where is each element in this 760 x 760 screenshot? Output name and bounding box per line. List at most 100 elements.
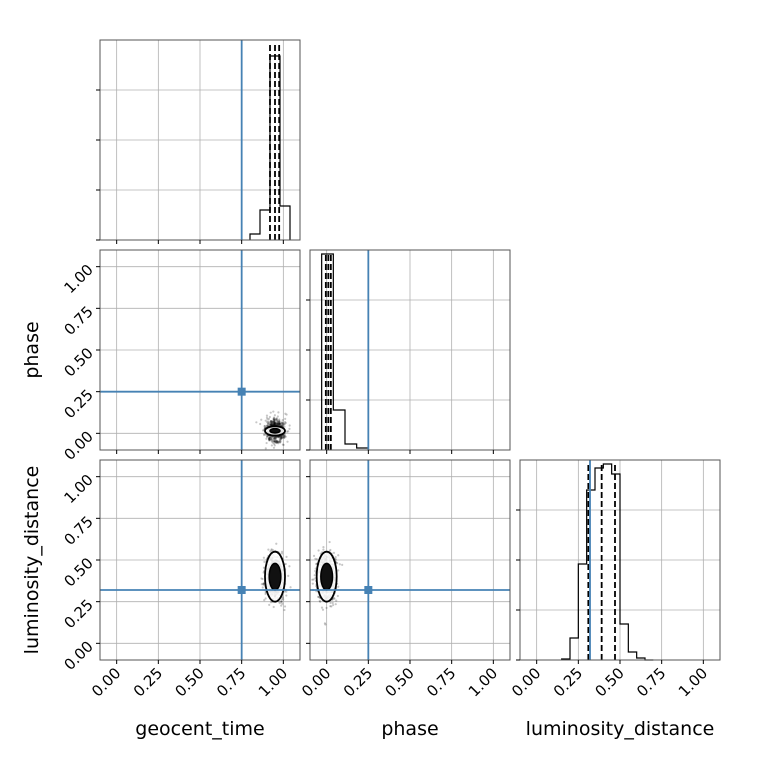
scatter-point [272,446,276,449]
scatter-point [280,604,283,607]
scatter-point [312,578,315,581]
histogram-step [249,55,291,240]
scatter-point [276,440,279,443]
scatter-point [278,439,281,442]
scatter-point [314,569,317,573]
scatter-point [332,596,335,600]
scatter-point [262,566,266,569]
scatter-point [274,438,277,442]
scatter-point [272,416,276,419]
scatter-point [325,606,328,610]
scatter-point [274,418,278,421]
scatter-point [273,421,277,425]
scatter-point [287,574,290,577]
scatter-point [266,422,270,426]
x-tick-label: 0.75 [423,664,459,700]
scatter-point [263,433,266,436]
scatter-point [279,435,282,438]
scatter-point [288,427,291,430]
scatter-point [271,441,274,444]
scatter-point [329,605,332,608]
scatter-point [288,424,291,427]
scatter-point [271,420,274,423]
scatter-point [271,439,274,442]
scatter-point [270,423,273,426]
scatter-point [283,608,286,612]
scatter-point [265,416,269,419]
scatter-point [273,442,276,445]
scatter-point [284,412,287,415]
scatter-point [273,437,276,440]
scatter-point [269,420,272,423]
scatter-point [265,437,268,440]
scatter-point [285,413,288,416]
scatter-point [284,435,287,438]
scatter-point [280,435,283,439]
y-tick-label: 0.00 [60,427,96,463]
scatter-point [273,419,276,423]
scatter-point [274,437,277,440]
scatter-point [311,578,314,581]
scatter-point [274,437,277,440]
scatter-point [283,423,286,426]
scatter-point [274,438,277,441]
scatter-point [274,423,277,426]
scatter-point [276,421,279,424]
scatter-point [260,418,263,421]
scatter-point [280,600,283,603]
scatter-point [280,552,284,555]
histogram-step [321,253,369,450]
scatter-point [276,441,279,444]
scatter-point [263,424,267,428]
scatter-point [274,422,278,425]
scatter-point [277,411,280,414]
scatter-point [279,437,282,440]
scatter-point [332,551,336,554]
scatter-point [281,436,284,439]
scatter-point [270,423,273,426]
scatter-point [283,434,286,437]
y-tick-label: 1.00 [60,471,96,507]
scatter-point [320,606,324,609]
scatter-point [272,605,275,609]
scatter-point [275,441,278,445]
scatter-point [335,599,338,602]
scatter-point [268,438,271,441]
scatter-point [273,439,276,443]
scatter-point [269,423,273,426]
scatter-point [280,421,283,424]
y-tick-label: 0.25 [60,386,96,422]
scatter-point [259,422,262,426]
scatter-point [269,601,273,604]
scatter-point [281,423,285,426]
scatter-point [279,441,282,444]
scatter-point [268,437,271,441]
scatter-point [280,435,283,438]
scatter-point [276,441,280,444]
scatter-point [277,419,281,422]
scatter-point [268,438,271,441]
scatter-point [268,439,271,442]
x-tick-label: 0.25 [340,664,376,700]
scatter-point [275,436,278,439]
x-axis-label-phase: phase [381,718,438,740]
x-tick-label: 1.00 [465,664,501,700]
scatter-point [273,422,276,425]
scatter-point [328,540,331,544]
scatter-point [332,603,335,607]
scatter-point [274,436,277,439]
scatter-point [270,421,273,425]
scatter-point [279,437,282,440]
scatter-point [323,622,327,625]
scatter-point [263,425,266,428]
y-axis-label-luminosity-distance: luminosity_distance [21,466,43,655]
scatter-point [273,422,276,425]
scatter-point [280,437,283,440]
scatter-point [273,418,276,421]
scatter-point [268,415,271,419]
scatter-point [280,422,284,425]
scatter-point [275,418,278,421]
x-tick-label: 0.00 [508,664,544,700]
scatter-point [261,577,264,581]
scatter-point [331,601,334,605]
